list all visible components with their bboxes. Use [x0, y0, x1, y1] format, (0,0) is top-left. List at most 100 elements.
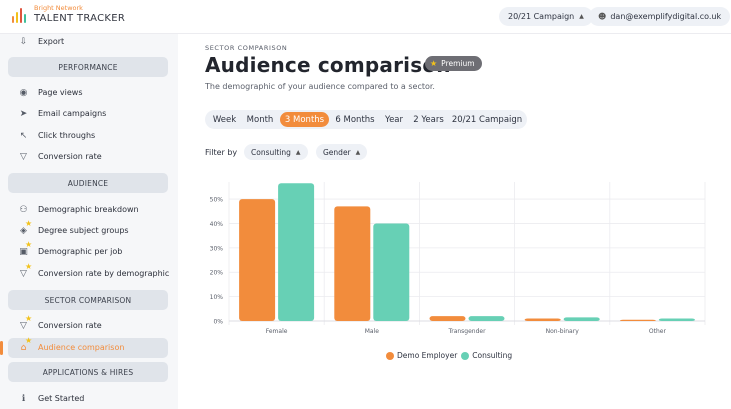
x-tick-label: Female	[266, 328, 288, 335]
x-tick-label: Transgender	[447, 328, 486, 335]
top-header: Bright Network TALENT TRACKER 20/21 Camp…	[0, 0, 731, 34]
star-icon: ★	[25, 219, 33, 228]
demographic-filter-select[interactable]: Gender ▲︎	[316, 144, 368, 160]
bar-consulting	[373, 223, 410, 321]
bar-consulting	[658, 318, 695, 321]
sidebar-item-label: Export	[38, 37, 65, 46]
range-year[interactable]: Year	[385, 114, 403, 125]
star-icon: ★	[25, 240, 33, 249]
legend-label: Consulting	[472, 351, 513, 360]
sidebar-item-demographic-breakdown[interactable]: ⚇ Demographic breakdown	[0, 200, 178, 220]
x-tick-label: Male	[365, 328, 380, 335]
brand-name[interactable]: Bright Network TALENT TRACKER	[34, 5, 125, 24]
range-6-months[interactable]: 6 Months	[335, 114, 375, 125]
bar-consulting	[468, 316, 505, 321]
sidebar-item-label: Email campaigns	[38, 109, 107, 118]
chart-y-axis: 0% 10% 20% 30% 40% 50%	[210, 197, 224, 326]
eye-icon: ◉	[19, 88, 28, 98]
sidebar-item-click-throughs[interactable]: ↖ Click throughs	[0, 126, 178, 146]
premium-badge-label: Premium	[441, 59, 475, 68]
funnel-icon: ▽	[20, 152, 27, 162]
sidebar-item-conversion-rate[interactable]: ▽ Conversion rate	[0, 147, 178, 167]
sidebar-item-sector-conversion-rate[interactable]: ▽ ★ Conversion rate	[0, 314, 178, 336]
legend-item-demo-employer[interactable]: Demo Employer	[386, 351, 457, 360]
section-performance[interactable]: PERFORMANCE	[8, 57, 168, 77]
range-campaign[interactable]: 20/21 Campaign	[451, 114, 523, 125]
bar-demo-employer	[334, 206, 371, 321]
sidebar-item-conversion-rate-by-demographic[interactable]: ▽ ★ Conversion rate by demographic	[0, 262, 178, 284]
star-icon: ★	[430, 59, 438, 68]
people-icon: ⚇	[19, 205, 28, 215]
sidebar-item-email-campaigns[interactable]: ➤ Email campaigns	[0, 104, 178, 124]
brand-logo-icon	[12, 8, 26, 23]
chart-x-axis: Female Male Transgender Non-binary Other	[266, 328, 667, 335]
bar-consulting	[278, 183, 315, 321]
page-eyebrow: SECTOR COMPARISON	[205, 44, 288, 52]
range-2-years[interactable]: 2 Years	[413, 114, 444, 125]
x-tick-label: Non-binary	[546, 328, 580, 335]
x-tick-label: Other	[649, 328, 667, 335]
building-icon: ⌂	[20, 343, 27, 353]
sidebar-item-label: Conversion rate	[38, 152, 102, 161]
sidebar-item-label: Click throughs	[38, 131, 96, 140]
y-tick-label: 10%	[210, 294, 224, 301]
star-icon: ★	[25, 262, 33, 271]
sidebar-item-label: Demographic per job	[38, 247, 123, 256]
range-month[interactable]: Month	[246, 114, 274, 125]
range-3-months[interactable]: 3 Months	[280, 112, 329, 127]
audience-comparison-chart: 0% 10% 20% 30% 40% 50% Female Male Transgender N…	[210, 182, 706, 335]
filter-label: Filter by	[205, 148, 238, 157]
bar-demo-employer	[619, 319, 656, 321]
sector-filter-select[interactable]: Consulting ▲︎	[244, 144, 308, 160]
star-icon: ★	[25, 314, 33, 323]
y-tick-label: 50%	[210, 197, 224, 204]
campaign-select-label: 20/21 Campaign	[508, 12, 575, 21]
sort-caret-icon: ▲︎	[355, 148, 361, 156]
funnel-icon: ▽	[20, 269, 27, 279]
sidebar-item-label: Audience comparison	[38, 343, 125, 352]
sidebar-item-label: Conversion rate	[38, 321, 102, 330]
user-menu-button[interactable]: ☻ dan@exemplifydigital.co.uk	[589, 7, 731, 26]
page-subtitle: The demographic of your audience compare…	[205, 82, 435, 91]
legend-item-consulting[interactable]: Consulting	[461, 351, 512, 360]
legend-dot	[461, 351, 470, 360]
cursor-icon: ↖	[19, 131, 28, 141]
sidebar-item-degree-subject-groups[interactable]: ◈ ★ Degree subject groups	[0, 219, 178, 241]
sidebar-item-export[interactable]: ⇩ Export	[0, 32, 178, 52]
sidebar-item-demographic-per-job[interactable]: ▣ ★ Demographic per job	[0, 240, 178, 262]
campaign-select[interactable]: 20/21 Campaign ▲︎	[499, 7, 593, 26]
funnel-icon: ▽	[20, 321, 27, 331]
y-tick-label: 20%	[210, 270, 224, 277]
bar-demo-employer	[524, 318, 561, 321]
send-icon: ➤	[19, 109, 28, 119]
sidebar-item-audience-comparison[interactable]: ⌂ ★ Audience comparison	[8, 336, 168, 358]
premium-badge: ★ Premium	[425, 56, 482, 71]
range-week[interactable]: Week	[212, 114, 237, 125]
info-icon: ℹ	[21, 394, 26, 404]
time-range-selector: Week Month 3 Months 6 Months Year 2 Year…	[205, 110, 527, 129]
section-sector-comparison[interactable]: SECTOR COMPARISON	[8, 290, 168, 310]
active-indicator	[0, 341, 3, 355]
user-email: dan@exemplifydigital.co.uk	[610, 12, 722, 21]
sidebar-item-label: Get Started	[38, 394, 85, 403]
brand-small: Bright Network	[34, 4, 83, 12]
sidebar-item-label: Degree subject groups	[38, 226, 129, 235]
bar-consulting	[563, 317, 600, 321]
legend-dot	[386, 351, 394, 360]
section-applications-hires[interactable]: APPLICATIONS & HIRES	[8, 362, 168, 382]
star-icon: ★	[25, 336, 33, 345]
demographic-filter-value: Gender	[323, 147, 351, 157]
user-icon: ☻	[598, 12, 607, 21]
briefcase-icon: ▣	[19, 247, 28, 257]
chart-bars	[239, 183, 695, 321]
sort-caret-icon: ▲︎	[295, 148, 301, 156]
chart-legend: Demo Employer Consulting	[386, 351, 516, 360]
y-tick-label: 40%	[210, 221, 224, 228]
page-title: Audience comparison	[205, 53, 451, 77]
sidebar-item-get-started[interactable]: ℹ Get Started	[0, 389, 178, 409]
sidebar-item-label: Conversion rate by demographic	[38, 269, 170, 278]
sidebar-item-label: Page views	[38, 88, 83, 97]
sidebar: ⇩ Export PERFORMANCE ◉ Page views ➤ Emai…	[0, 34, 178, 409]
section-audience[interactable]: AUDIENCE	[8, 173, 168, 193]
sidebar-item-page-views[interactable]: ◉ Page views	[0, 83, 178, 103]
